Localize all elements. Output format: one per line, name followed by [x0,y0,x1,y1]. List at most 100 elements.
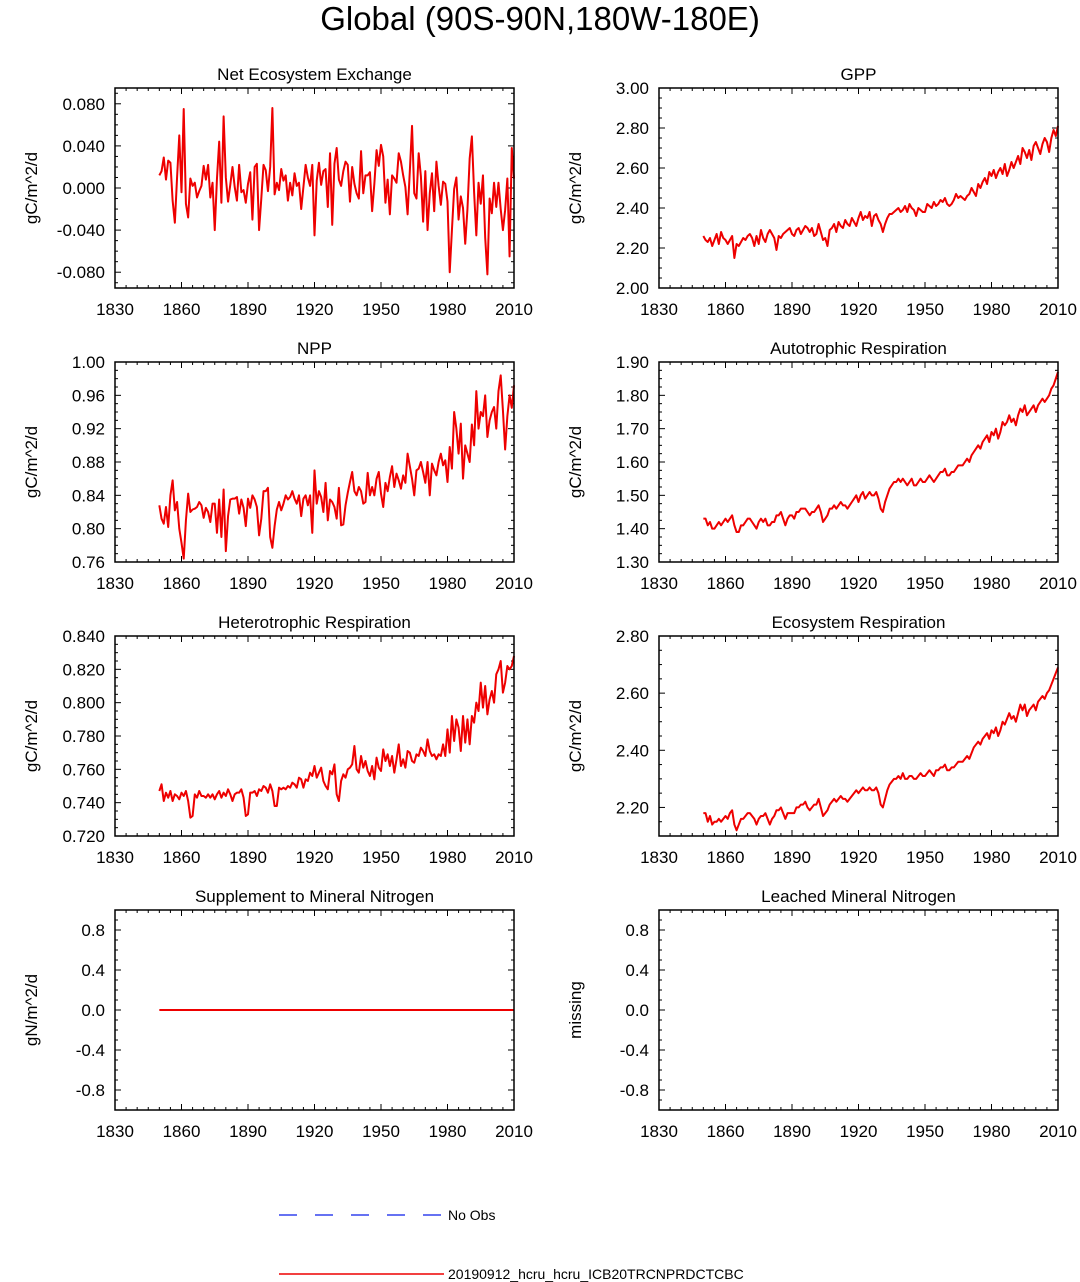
y-tick-label: 2.80 [616,627,649,646]
y-tick-label: 1.90 [616,353,649,372]
x-tick-label: 1950 [906,1122,944,1141]
legend: No Obs 20190912_hcru_hcru_ICB20TRCNPRDCTC… [279,1207,744,1282]
figure-title: Global (90S-90N,180W-180E) [320,0,760,37]
x-tick-label: 1890 [229,574,267,593]
y-tick-label: 1.70 [616,420,649,439]
x-tick-label: 2010 [495,848,533,867]
y-axis-label: gC/m^2/d [566,152,585,224]
chart-title: Net Ecosystem Exchange [217,65,412,84]
y-axis-label: gC/m^2/d [22,152,41,224]
chart-title: Heterotrophic Respiration [218,613,411,632]
legend-item: 20190912_hcru_hcru_ICB20TRCNPRDCTCBC [279,1266,744,1282]
x-tick-label: 1920 [296,1122,334,1141]
y-tick-label: -0.080 [57,263,105,282]
y-tick-label: 0.040 [62,137,105,156]
y-tick-label: 2.20 [616,798,649,817]
y-tick-label: 2.60 [616,684,649,703]
x-tick-label: 1830 [96,1122,134,1141]
x-tick-label: 1890 [773,574,811,593]
y-tick-label: 2.40 [616,741,649,760]
chart-panel: GPP gC/m^2/d 1830 1860 1890 1920 1950 1980 2010 2… [566,65,1077,319]
chart-panel: Supplement to Mineral Nitrogen gN/m^2/d 18… [22,887,533,1141]
y-tick-label: 0.92 [72,420,105,439]
y-tick-label: -0.8 [76,1081,105,1100]
x-tick-label: 1920 [296,300,334,319]
chart-title: Leached Mineral Nitrogen [761,887,956,906]
x-tick-label: 1980 [429,1122,467,1141]
chart-panel: NPP gC/m^2/d 1830 1860 1890 1920 1950 1980 2010 0… [22,339,533,593]
chart-panel: Autotrophic Respiration gC/m^2/d 1830 1860 1… [566,339,1077,593]
x-tick-label: 1950 [362,574,400,593]
x-tick-label: 1890 [229,1122,267,1141]
x-tick-label: 1980 [429,848,467,867]
y-tick-label: -0.040 [57,221,105,240]
plot-frame [658,635,1059,837]
x-tick-label: 1860 [163,574,201,593]
x-tick-label: 1860 [163,848,201,867]
x-tick-label: 1920 [840,1122,878,1141]
y-tick-label: 0.96 [72,386,105,405]
chart-panel: Net Ecosystem Exchange gC/m^2/d 1830 1860 18… [22,65,533,319]
x-tick-label: 1980 [973,300,1011,319]
y-tick-label: 1.30 [616,553,649,572]
x-tick-label: 1920 [840,300,878,319]
x-tick-label: 1830 [640,300,678,319]
series-line [158,374,515,560]
chart-title: Autotrophic Respiration [770,339,947,358]
plot-frame [658,361,1059,563]
x-tick-label: 1830 [96,300,134,319]
y-tick-label: 0.0 [625,1001,649,1020]
x-tick-label: 1950 [362,1122,400,1141]
y-tick-label: 0.0 [81,1001,105,1020]
x-tick-label: 2010 [1039,574,1077,593]
x-tick-label: 2010 [495,574,533,593]
series-line [703,667,1059,832]
x-tick-label: 1980 [429,574,467,593]
y-tick-label: 0.080 [62,95,105,114]
series-line [703,371,1059,533]
y-tick-label: 0.000 [62,179,105,198]
x-tick-label: 1860 [163,1122,201,1141]
chart-panel: Leached Mineral Nitrogen missing 1830 1860 1… [566,887,1077,1141]
y-tick-label: 2.00 [616,279,649,298]
x-tick-label: 1920 [296,574,334,593]
series-line [702,125,1059,259]
legend-label: No Obs [448,1207,495,1223]
chart-title: NPP [297,339,332,358]
plot-frame [658,87,1059,289]
x-tick-label: 1980 [429,300,467,319]
y-tick-label: 0.76 [72,553,105,572]
y-tick-label: 0.740 [62,794,105,813]
x-tick-label: 1860 [163,300,201,319]
x-tick-label: 1950 [362,848,400,867]
x-tick-label: 2010 [1039,1122,1077,1141]
y-tick-label: -0.4 [76,1041,105,1060]
x-tick-label: 1860 [707,300,745,319]
chart-panel: Heterotrophic Respiration gC/m^2/d 1830 186… [22,613,533,867]
y-tick-label: 0.820 [62,660,105,679]
x-tick-label: 2010 [495,1122,533,1141]
plot-frame [114,909,515,1111]
x-tick-label: 1920 [296,848,334,867]
y-tick-label: 1.50 [616,486,649,505]
chart-title: Ecosystem Respiration [772,613,946,632]
y-tick-label: 2.60 [616,159,649,178]
chart-title: GPP [841,65,877,84]
y-tick-label: 0.840 [62,627,105,646]
y-tick-label: 0.4 [625,961,649,980]
y-tick-label: 0.8 [625,921,649,940]
y-tick-label: 0.88 [72,453,105,472]
x-tick-label: 1950 [906,574,944,593]
legend-label: 20190912_hcru_hcru_ICB20TRCNPRDCTCBC [448,1266,744,1282]
y-tick-label: 1.60 [616,453,649,472]
series-line [158,107,515,276]
y-tick-label: -0.4 [620,1041,649,1060]
x-tick-label: 1830 [640,1122,678,1141]
y-tick-label: -0.8 [620,1081,649,1100]
y-axis-label: gC/m^2/d [22,700,41,772]
x-tick-label: 1860 [707,848,745,867]
x-tick-label: 1920 [840,848,878,867]
x-tick-label: 1890 [773,300,811,319]
y-tick-label: 2.80 [616,119,649,138]
y-tick-label: 0.80 [72,520,105,539]
